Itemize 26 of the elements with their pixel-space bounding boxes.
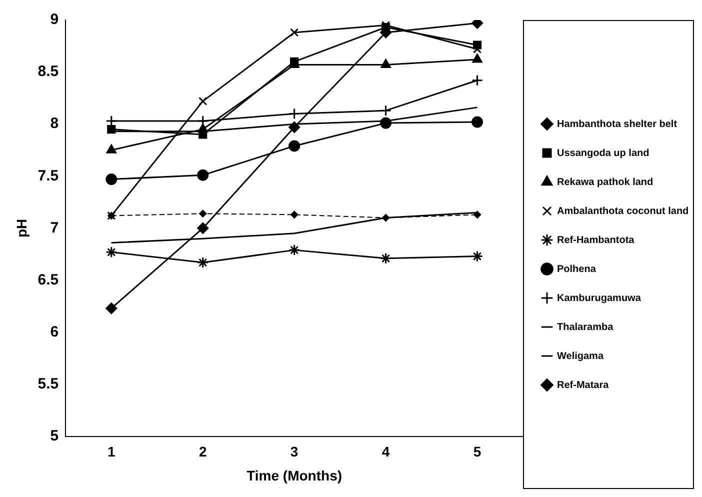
legend-label: Ref-Matara bbox=[557, 380, 610, 391]
y-axis-title: pH bbox=[13, 218, 30, 238]
x-tick-label: 4 bbox=[382, 444, 390, 460]
y-tick-label: 6.5 bbox=[38, 271, 59, 288]
legend-label: Thalaramba bbox=[557, 322, 614, 333]
y-tick-label: 9 bbox=[50, 11, 59, 28]
legend-label: Rekawa pathok land bbox=[557, 176, 654, 188]
y-tick-label: 8.5 bbox=[38, 63, 59, 80]
x-tick-label: 5 bbox=[473, 444, 482, 460]
y-tick-label: 5 bbox=[50, 428, 59, 445]
y-tick-label: 6 bbox=[50, 323, 59, 340]
legend-label: Ussangoda up land bbox=[557, 148, 650, 159]
x-tick-label: 3 bbox=[290, 444, 298, 460]
y-tick-label: 7 bbox=[50, 219, 59, 236]
legend-label: Ref-Hambantota bbox=[557, 234, 635, 246]
y-tick-label: 7.5 bbox=[38, 167, 59, 184]
x-tick-label: 2 bbox=[198, 444, 207, 460]
y-tick-label: 5.5 bbox=[38, 375, 59, 392]
legend-label: Kamburugamuwa bbox=[557, 292, 642, 304]
legend-label: Hambanthota shelter belt bbox=[557, 118, 678, 130]
legend-label: Polhena bbox=[557, 264, 596, 275]
x-tick-label: 1 bbox=[107, 444, 116, 460]
legend-label: Weligama bbox=[557, 350, 604, 362]
x-axis-title: Time (Months) bbox=[246, 467, 342, 484]
legend-label: Ambalanthota coconut land bbox=[557, 206, 689, 217]
y-tick-label: 8 bbox=[50, 115, 59, 132]
